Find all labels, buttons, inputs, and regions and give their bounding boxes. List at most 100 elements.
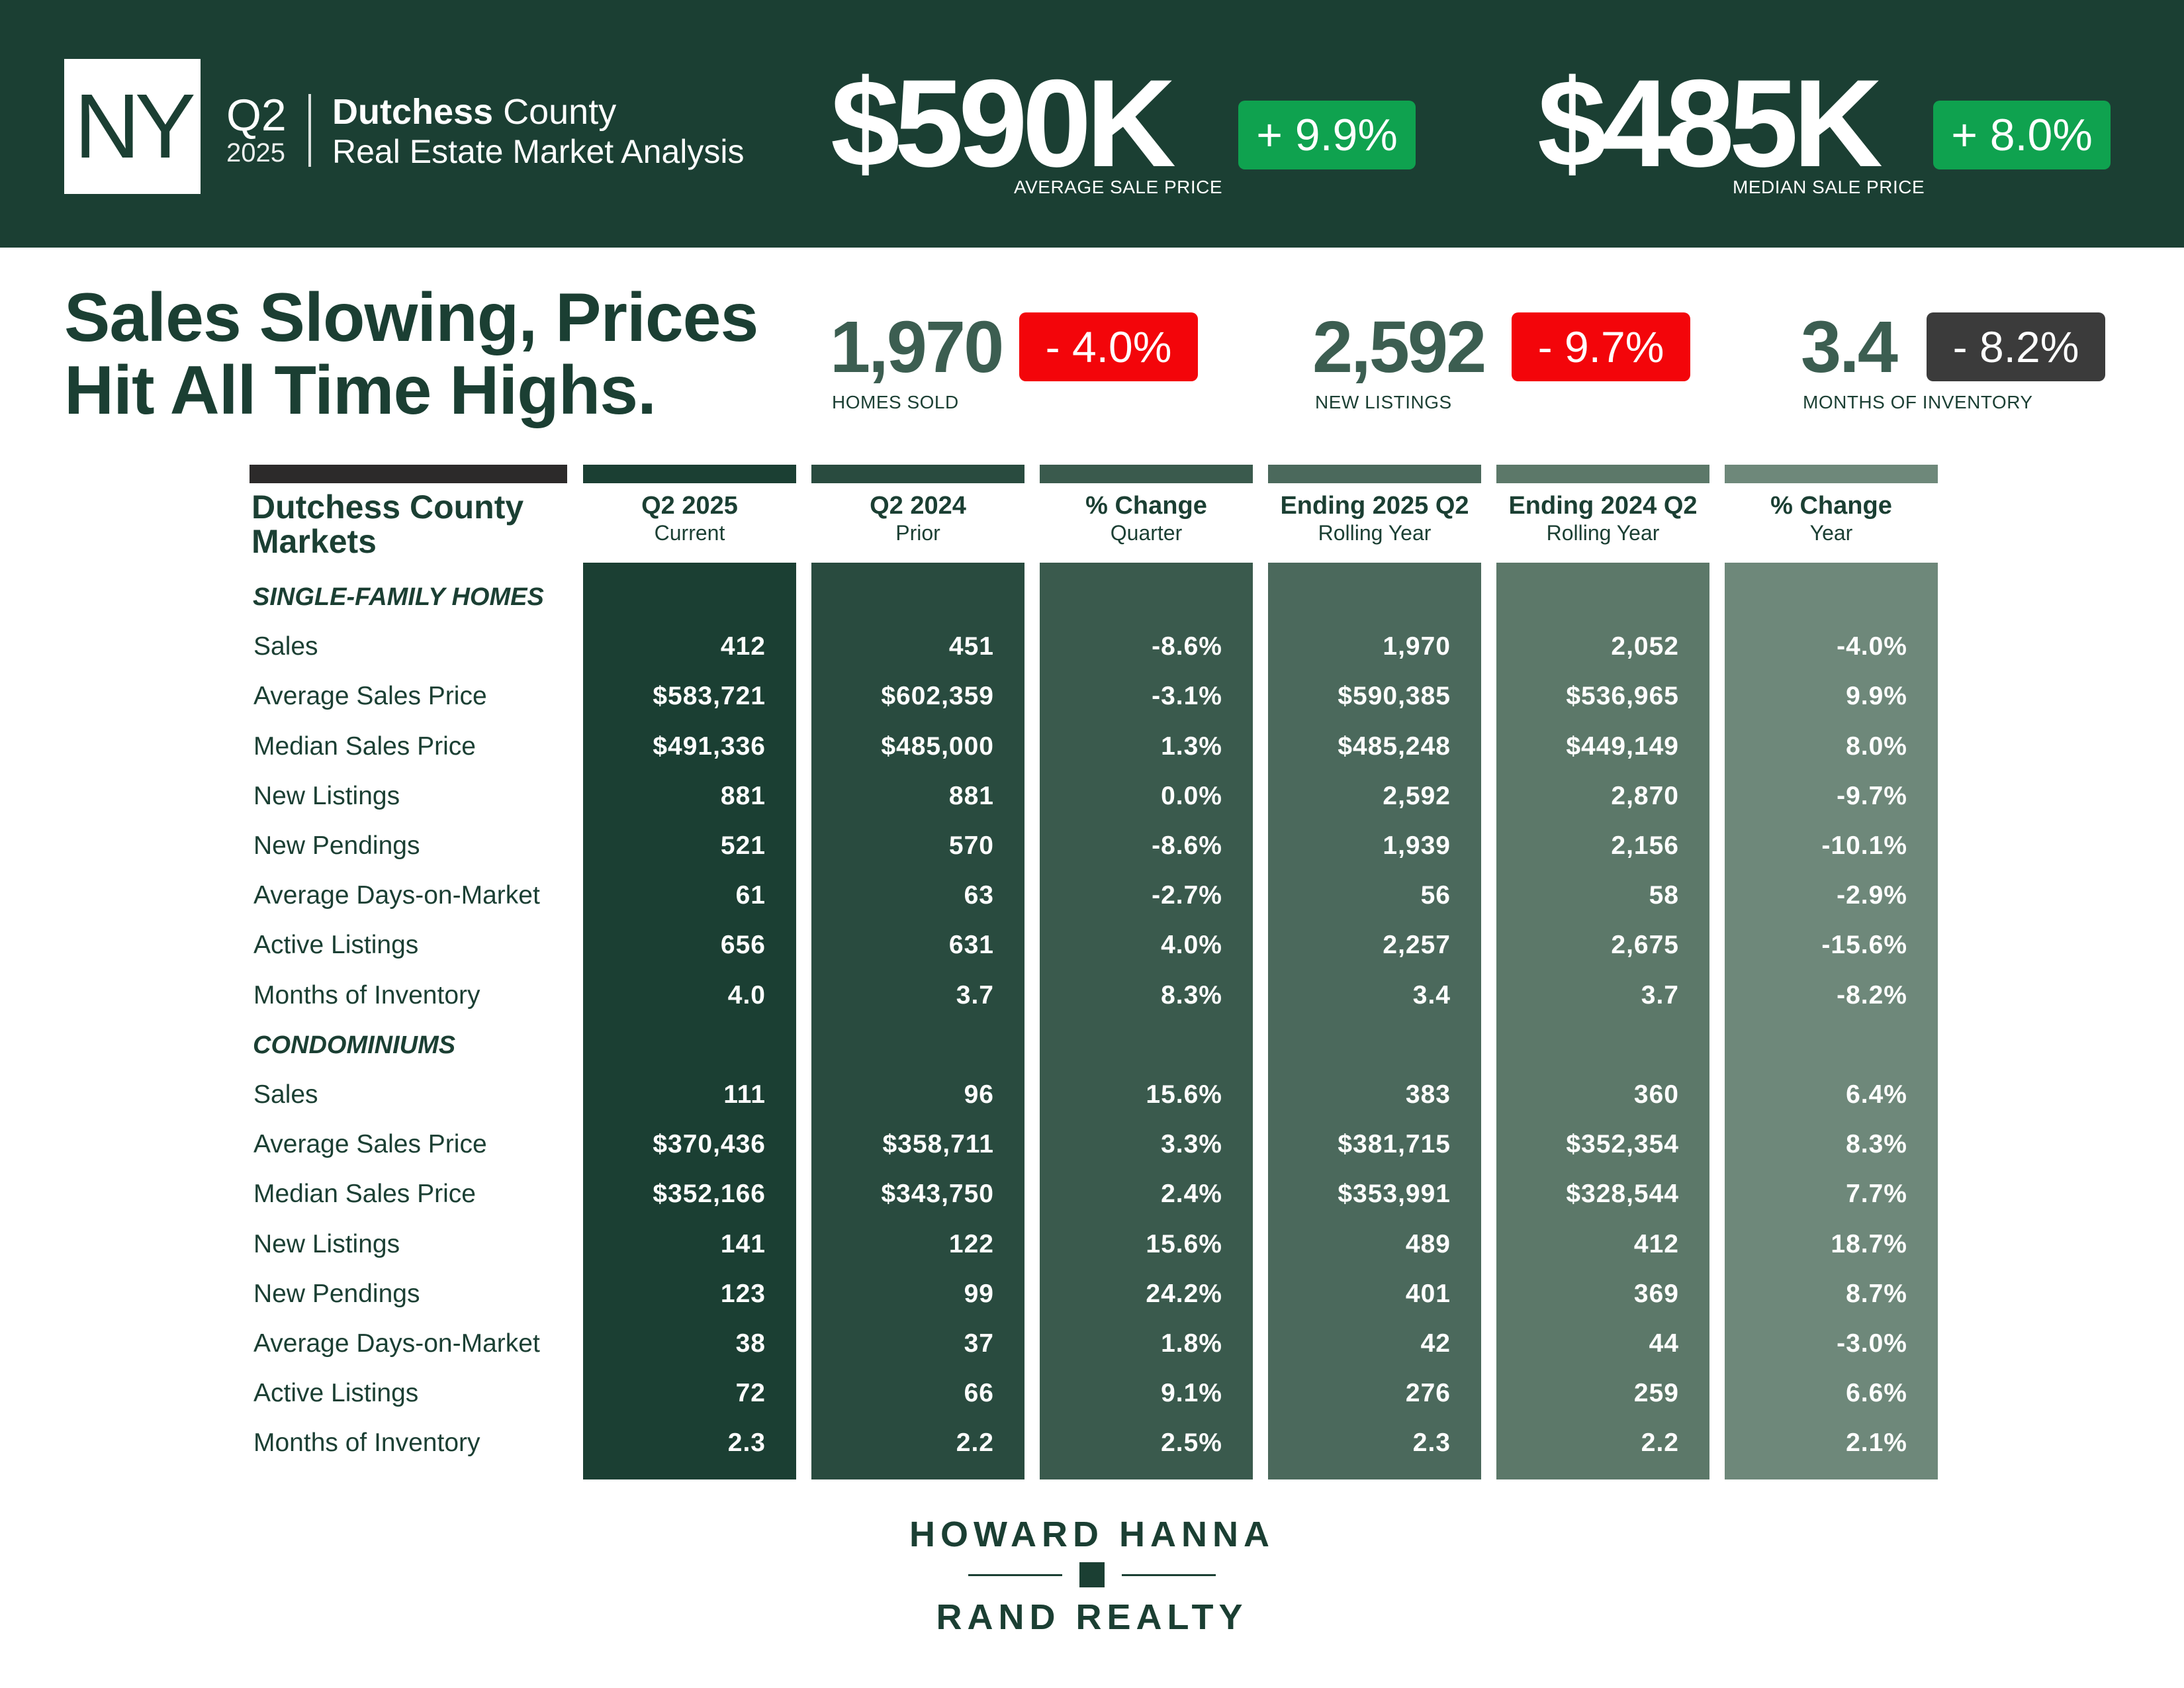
column-top-bar	[1268, 465, 1481, 483]
table-cell: 2,675	[1611, 931, 1679, 960]
average-sale-price-label: AVERAGE SALE PRICE	[1014, 177, 1223, 197]
table-cell: 521	[720, 831, 766, 860]
table-cell: $328,544	[1566, 1180, 1679, 1209]
table-cell: 7.7%	[1846, 1180, 1907, 1209]
column-top-bar	[583, 465, 796, 483]
logo-rule-left	[968, 1574, 1062, 1576]
average-price-change-badge: + 9.9%	[1238, 101, 1416, 169]
column-background	[1040, 563, 1253, 1479]
table-cell: 1,939	[1383, 831, 1451, 860]
row-label: Months of Inventory	[253, 1429, 480, 1458]
table-cell: $485,248	[1338, 731, 1451, 761]
table-cell: 276	[1405, 1379, 1451, 1408]
column-header-title: Q2 2024	[870, 492, 966, 520]
table-cell: $449,149	[1566, 731, 1679, 761]
homes-sold-change-badge: - 4.0%	[1019, 312, 1198, 381]
table-cell: 259	[1633, 1379, 1679, 1408]
table-cell: 4.0	[727, 980, 766, 1009]
table-cell: -10.1%	[1821, 831, 1907, 860]
table-cell: -9.7%	[1837, 781, 1907, 810]
table-cell: -3.1%	[1152, 682, 1222, 711]
row-label: Average Sales Price	[253, 1130, 487, 1159]
table-cell: 56	[1420, 881, 1451, 910]
table-cell: 369	[1633, 1279, 1679, 1308]
table-cell: 6.4%	[1846, 1080, 1907, 1109]
column-top-bar	[1040, 465, 1253, 483]
table-cell: 881	[720, 781, 766, 810]
table-cell: 6.6%	[1846, 1379, 1907, 1408]
table-cell: 412	[1633, 1229, 1679, 1258]
year-label: 2025	[226, 138, 285, 167]
table-cell: 61	[735, 881, 766, 910]
row-label: Average Days-on-Market	[253, 881, 540, 910]
table-cell: $602,359	[881, 682, 994, 711]
table-cell: 111	[723, 1080, 766, 1109]
table-cell: $583,721	[653, 682, 766, 711]
table-cell: 1,970	[1383, 632, 1451, 661]
homes-sold-label: HOMES SOLD	[832, 392, 959, 412]
table-cell: -15.6%	[1821, 931, 1907, 960]
quarter-label: Q2	[226, 90, 287, 140]
column-header-title: Ending 2025 Q2	[1280, 492, 1469, 520]
column-header-subtitle: Quarter	[1110, 521, 1183, 545]
table-cell: $353,991	[1338, 1180, 1451, 1209]
table-cell: 0.0%	[1161, 781, 1222, 810]
table-cell: $352,354	[1566, 1130, 1679, 1159]
column-header-subtitle: Current	[654, 521, 725, 545]
report-title: Dutchess County Real Estate Market Analy…	[332, 91, 745, 171]
table-cell: 3.4	[1412, 980, 1451, 1009]
table-cell: 8.3%	[1161, 980, 1222, 1009]
table-cell: 383	[1405, 1080, 1451, 1109]
table-cell: 122	[948, 1229, 994, 1258]
table-cell: 15.6%	[1146, 1080, 1222, 1109]
table-cell: -8.6%	[1152, 831, 1222, 860]
headline: Sales Slowing, Prices Hit All Time Highs…	[64, 281, 758, 427]
table-title: Dutchess County Markets	[251, 490, 523, 559]
column-background	[811, 563, 1024, 1479]
report-subtitle: Real Estate Market Analysis	[332, 133, 745, 170]
table-cell: 3.7	[956, 980, 994, 1009]
state-badge: NY	[64, 59, 201, 194]
table-cell: 8.0%	[1846, 731, 1907, 761]
row-label: Average Sales Price	[253, 682, 487, 711]
table-cell: 8.7%	[1846, 1279, 1907, 1308]
column-header: % Change Quarter	[1040, 491, 1253, 545]
table-cell: $590,385	[1338, 682, 1451, 711]
table-cell: 9.1%	[1161, 1379, 1222, 1408]
period-label: Q2 2025	[226, 93, 287, 168]
column-top-bar	[811, 465, 1024, 483]
table-cell: 2.3	[727, 1429, 766, 1458]
table-cell: 2.2	[956, 1429, 994, 1458]
table-cell: 2.3	[1412, 1429, 1451, 1458]
months-of-inventory-value: 3.4	[1801, 306, 1898, 388]
table-cell: 656	[720, 931, 766, 960]
table-cell: 451	[948, 632, 994, 661]
table-cell: 141	[720, 1229, 766, 1258]
column-top-bar	[1496, 465, 1709, 483]
average-sale-price: $590K	[831, 54, 1176, 193]
table-cell: 3.7	[1641, 980, 1679, 1009]
section-header: SINGLE-FAMILY HOMES	[253, 583, 544, 611]
brand-logo-bottom: RAND REALTY	[936, 1597, 1248, 1637]
column-header: Q2 2025 Current	[583, 491, 796, 545]
table-cell: 42	[1420, 1329, 1451, 1358]
table-cell: 2.4%	[1161, 1180, 1222, 1209]
table-cell: -8.2%	[1837, 980, 1907, 1009]
table-cell: 2,257	[1383, 931, 1451, 960]
row-label: Active Listings	[253, 931, 419, 960]
table-cell: 63	[964, 881, 994, 910]
column-header: Q2 2024 Prior	[811, 491, 1024, 545]
column-header: % Change Year	[1725, 491, 1938, 545]
table-cell: 2.5%	[1161, 1429, 1222, 1458]
new-listings-change-badge: - 9.7%	[1512, 312, 1690, 381]
county-suffix: County	[493, 92, 617, 132]
table-cell: 1.3%	[1161, 731, 1222, 761]
column-header-subtitle: Prior	[895, 521, 940, 545]
table-cell: 4.0%	[1161, 931, 1222, 960]
column-background	[1268, 563, 1481, 1479]
column-top-bar	[1725, 465, 1938, 483]
table-cell: 24.2%	[1146, 1279, 1222, 1308]
column-header-subtitle: Rolling Year	[1318, 521, 1432, 545]
column-header-title: Ending 2024 Q2	[1508, 492, 1698, 520]
row-label: New Listings	[253, 781, 400, 810]
